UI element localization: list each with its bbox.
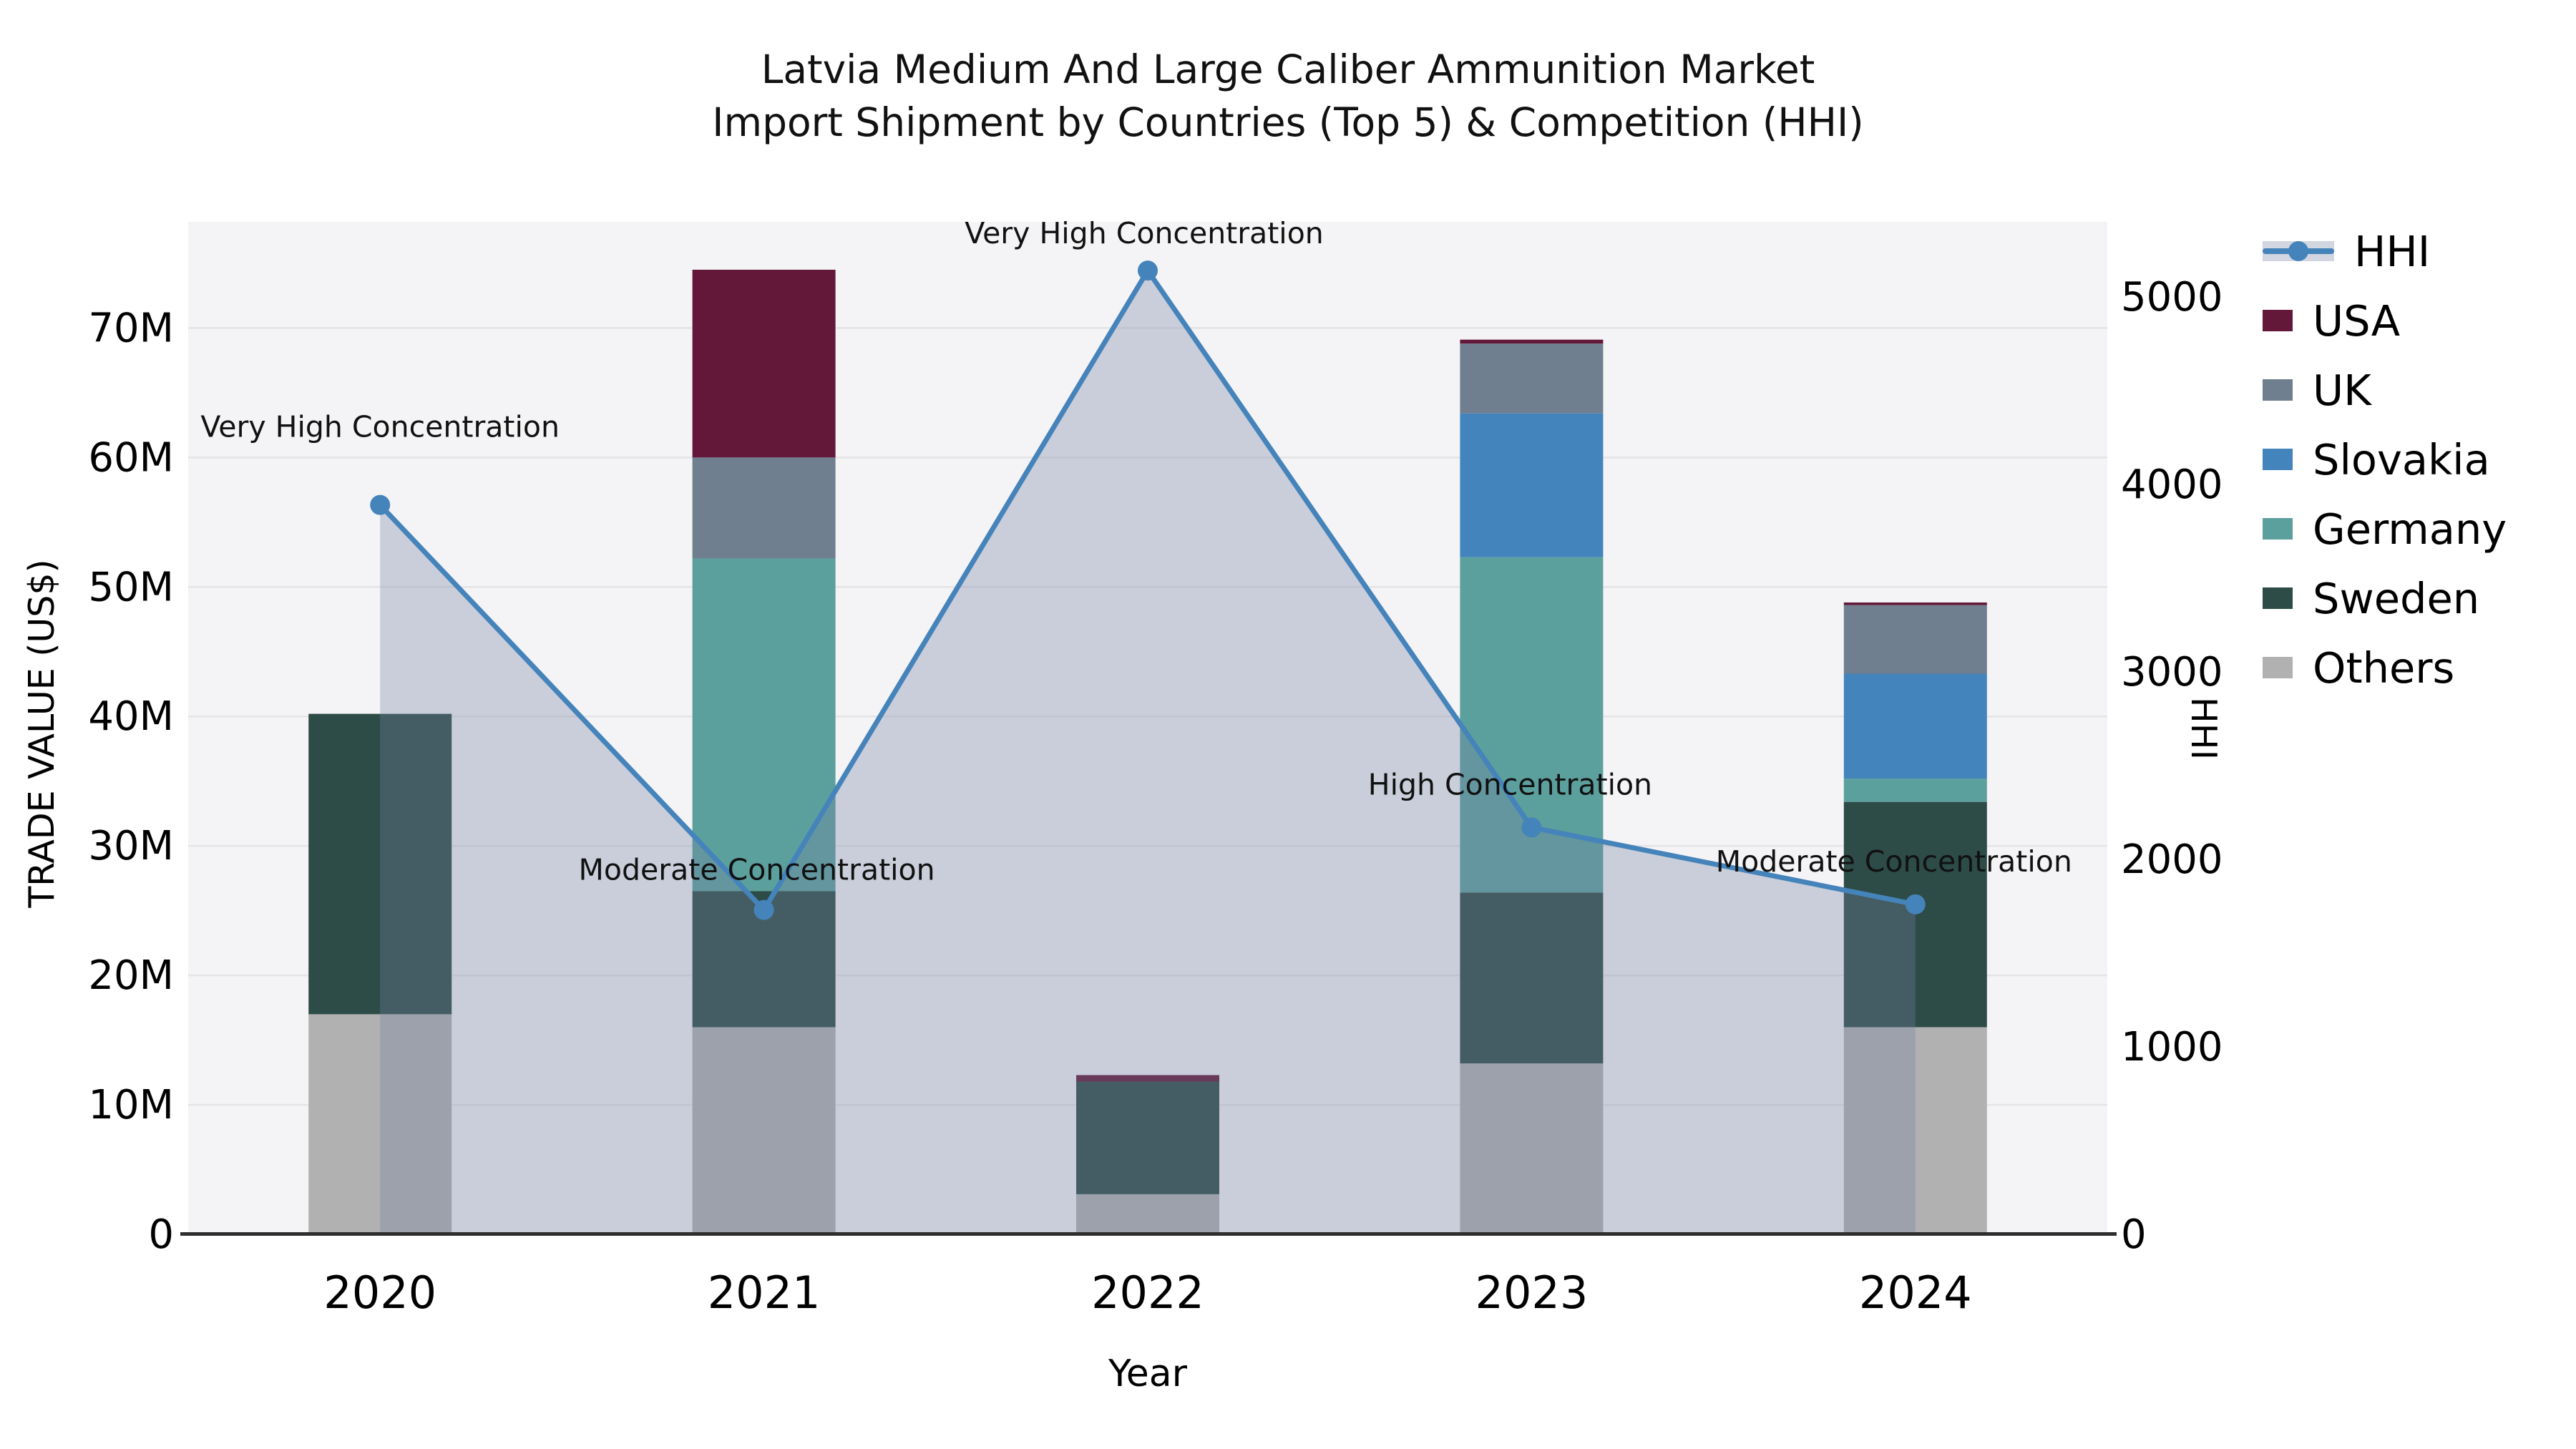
x-tick-2024: 2024: [1859, 1267, 1972, 1319]
y-left-tick-60M: 60M: [88, 434, 174, 481]
y-left-tick-50M: 50M: [88, 564, 174, 610]
legend-label-others: Others: [2313, 643, 2455, 693]
bar-segment-2021-uk: [692, 457, 836, 559]
legend: HHI USA UK Slovakia Germany Sweden Others: [2263, 226, 2507, 693]
y-right-tick-5000: 5000: [2121, 274, 2223, 321]
bar-segment-2023-slovakia: [1460, 413, 1604, 557]
y-left-tick-30M: 30M: [88, 823, 174, 869]
x-tick-2021: 2021: [708, 1267, 821, 1319]
x-axis-label: Year: [1108, 1352, 1188, 1395]
bar-segment-2023-sweden: [1460, 892, 1604, 1064]
bar-segment-2024-others: [1843, 1027, 1987, 1234]
hhi-point-2024: [1905, 894, 1926, 914]
y-right-tick-3000: 3000: [2121, 649, 2223, 696]
annotation-2024: Moderate Concentration: [1716, 844, 2072, 879]
bar-segment-2022-others: [1076, 1194, 1219, 1234]
bar-segment-2024-sweden: [1843, 801, 1987, 1028]
legend-label-germany: Germany: [2313, 504, 2507, 554]
y-left-tick-20M: 20M: [88, 952, 174, 999]
legend-label-usa: USA: [2313, 296, 2401, 346]
legend-item-slovakia: Slovakia: [2263, 434, 2507, 484]
chart-title-line2: Import Shipment by Countries (Top 5) & C…: [712, 99, 1864, 145]
y-right-tick-0: 0: [2121, 1211, 2147, 1258]
y-right-tick-2000: 2000: [2121, 836, 2223, 883]
bar-segment-2024-germany: [1843, 779, 1987, 802]
bar-segment-2023-others: [1460, 1063, 1604, 1234]
legend-swatch-uk: [2263, 379, 2293, 401]
bar-segment-2022-usa: [1076, 1075, 1219, 1082]
y-right-tick-4000: 4000: [2121, 462, 2223, 508]
legend-item-uk: UK: [2263, 365, 2507, 415]
bar-segment-2023-uk: [1460, 343, 1604, 414]
legend-item-hhi: HHI: [2263, 226, 2507, 276]
bar-segment-2021-germany: [692, 558, 836, 892]
chart-title-line1: Latvia Medium And Large Caliber Ammuniti…: [761, 47, 1815, 92]
y-left-tick-40M: 40M: [88, 693, 174, 740]
y-right-tick-1000: 1000: [2121, 1024, 2223, 1070]
y-left-tick-70M: 70M: [88, 305, 174, 351]
legend-swatch-others: [2263, 657, 2293, 678]
bar-segment-2020-others: [308, 1014, 452, 1234]
legend-label-slovakia: Slovakia: [2313, 434, 2490, 484]
hhi-point-2023: [1521, 817, 1542, 838]
y-axis-label-left: TRADE VALUE (US$): [21, 559, 62, 908]
legend-line-marker: [2288, 241, 2308, 261]
bar-segment-2022-sweden: [1076, 1081, 1219, 1194]
hhi-point-2021: [753, 899, 774, 920]
y-left-tick-0: 0: [148, 1211, 174, 1258]
legend-item-germany: Germany: [2263, 504, 2507, 554]
x-tick-2022: 2022: [1091, 1267, 1204, 1319]
legend-line-icon: [2263, 237, 2334, 265]
annotation-2021: Moderate Concentration: [579, 853, 935, 887]
legend-item-others: Others: [2263, 643, 2507, 693]
legend-swatch-usa: [2263, 310, 2293, 331]
legend-label-hhi: HHI: [2354, 226, 2431, 276]
x-axis-spine: [180, 1232, 2117, 1236]
bar-segment-2024-slovakia: [1843, 673, 1987, 779]
plot-background: [188, 222, 2107, 1234]
legend-swatch-sweden: [2263, 587, 2293, 609]
legend-item-sweden: Sweden: [2263, 573, 2507, 623]
hhi-point-2022: [1138, 260, 1158, 281]
legend-swatch-germany: [2263, 518, 2293, 540]
y-axis-label-right: HHI: [2183, 696, 2224, 761]
legend-item-usa: USA: [2263, 296, 2507, 346]
y-left-tick-10M: 10M: [88, 1082, 174, 1128]
bar-segment-2023-usa: [1460, 339, 1604, 344]
x-tick-2023: 2023: [1475, 1267, 1589, 1319]
legend-label-sweden: Sweden: [2313, 573, 2480, 623]
legend-swatch-slovakia: [2263, 449, 2293, 470]
hhi-area-fill: [380, 270, 1916, 1234]
legend-label-uk: UK: [2313, 365, 2371, 415]
annotation-2022: Very High Concentration: [965, 216, 1324, 250]
bar-segment-2021-usa: [692, 269, 836, 458]
bar-segment-2020-sweden: [308, 713, 452, 1015]
hhi-point-2020: [370, 494, 391, 515]
bar-segment-2024-uk: [1843, 605, 1987, 674]
bar-segment-2021-others: [692, 1027, 836, 1234]
annotation-2020: Very High Concentration: [200, 410, 560, 444]
bar-segment-2024-usa: [1843, 602, 1987, 605]
annotation-2023: High Concentration: [1368, 767, 1652, 801]
x-tick-2020: 2020: [323, 1267, 436, 1319]
